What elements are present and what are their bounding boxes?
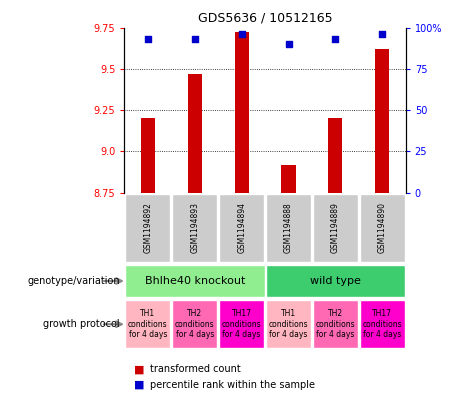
Bar xyxy=(313,300,358,348)
Bar xyxy=(141,118,155,193)
Text: ■: ■ xyxy=(134,364,144,375)
Text: GSM1194889: GSM1194889 xyxy=(331,202,340,253)
Bar xyxy=(188,74,202,193)
Text: GSM1194890: GSM1194890 xyxy=(378,202,387,253)
Bar xyxy=(266,265,405,297)
Bar xyxy=(266,194,311,262)
Bar xyxy=(360,194,405,262)
Bar xyxy=(282,165,296,193)
Text: TH17
conditions
for 4 days: TH17 conditions for 4 days xyxy=(222,309,261,339)
Bar xyxy=(172,300,217,348)
Text: growth protocol: growth protocol xyxy=(43,319,120,329)
Bar xyxy=(219,300,264,348)
Text: TH2
conditions
for 4 days: TH2 conditions for 4 days xyxy=(175,309,214,339)
Bar xyxy=(328,118,343,193)
Text: ■: ■ xyxy=(134,380,144,390)
Text: TH1
conditions
for 4 days: TH1 conditions for 4 days xyxy=(128,309,168,339)
Bar xyxy=(266,300,311,348)
Bar xyxy=(125,265,265,297)
Point xyxy=(238,31,245,37)
Text: wild type: wild type xyxy=(310,276,361,286)
Title: GDS5636 / 10512165: GDS5636 / 10512165 xyxy=(198,12,332,25)
Text: genotype/variation: genotype/variation xyxy=(27,276,120,286)
Bar xyxy=(125,300,171,348)
Text: percentile rank within the sample: percentile rank within the sample xyxy=(150,380,315,390)
Bar xyxy=(172,194,217,262)
Text: TH2
conditions
for 4 days: TH2 conditions for 4 days xyxy=(316,309,355,339)
Text: TH17
conditions
for 4 days: TH17 conditions for 4 days xyxy=(362,309,402,339)
Bar xyxy=(375,49,389,193)
Point xyxy=(332,36,339,42)
Text: transformed count: transformed count xyxy=(150,364,241,375)
Text: GSM1194894: GSM1194894 xyxy=(237,202,246,253)
Bar xyxy=(219,194,264,262)
Point xyxy=(285,41,292,47)
Bar xyxy=(125,194,171,262)
Bar xyxy=(235,33,248,193)
Text: Bhlhe40 knockout: Bhlhe40 knockout xyxy=(145,276,245,286)
Point xyxy=(191,36,198,42)
Text: GSM1194888: GSM1194888 xyxy=(284,202,293,253)
Bar xyxy=(313,194,358,262)
Text: GSM1194893: GSM1194893 xyxy=(190,202,199,253)
Point xyxy=(378,31,386,37)
Text: TH1
conditions
for 4 days: TH1 conditions for 4 days xyxy=(269,309,308,339)
Bar xyxy=(360,300,405,348)
Point xyxy=(144,36,152,42)
Text: GSM1194892: GSM1194892 xyxy=(143,202,153,253)
